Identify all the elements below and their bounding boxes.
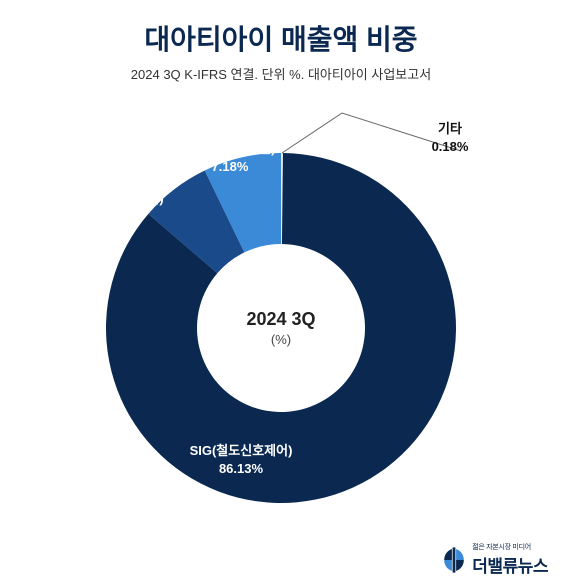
slice-label-1: SIG(철도신호제어)86.13% bbox=[190, 443, 293, 478]
logo-icon bbox=[440, 546, 468, 574]
logo-tagline: 젊은 자본시장 미디어 bbox=[472, 542, 548, 552]
slice-label-3: I&C(지상파통신)7.18% bbox=[185, 141, 276, 176]
logo-name: 더밸류뉴스 bbox=[472, 552, 548, 577]
center-main-text: 2024 3Q bbox=[246, 309, 315, 330]
chart-area: 2024 3Q (%) 기타0.18% SIG(철도신호제어)86.13% M&S(… bbox=[0, 93, 562, 563]
publisher-logo: 젊은 자본시장 미디어 더밸류뉴스 bbox=[440, 542, 548, 577]
center-sub-text: (%) bbox=[246, 332, 315, 347]
slice-label-2: M&S(시뮬레이터)6.51% bbox=[66, 191, 163, 226]
chart-container: 대아티아이 매출액 비중 2024 3Q K-IFRS 연결. 단위 %. 대아… bbox=[0, 0, 562, 587]
center-label: 2024 3Q (%) bbox=[246, 309, 315, 347]
logo-text: 젊은 자본시장 미디어 더밸류뉴스 bbox=[472, 542, 548, 577]
chart-title: 대아티아이 매출액 비중 bbox=[0, 0, 562, 58]
chart-subtitle: 2024 3Q K-IFRS 연결. 단위 %. 대아티아이 사업보고서 bbox=[0, 64, 562, 83]
slice-label-0: 기타0.18% bbox=[432, 121, 469, 156]
